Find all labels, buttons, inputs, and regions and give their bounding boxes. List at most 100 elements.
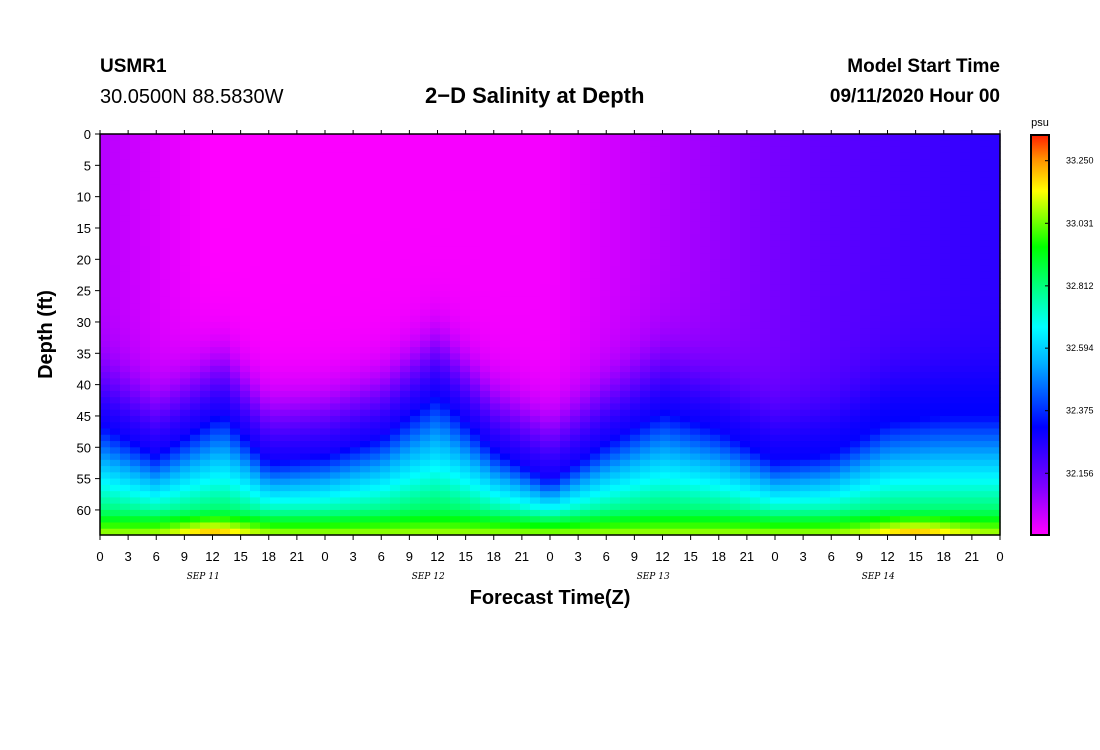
heatmap-cell [180,309,191,317]
heatmap-cell [350,134,361,141]
heatmap-cell [600,497,611,505]
heatmap-cell [780,246,791,254]
heatmap-cell [390,390,401,398]
heatmap-cell [150,184,161,191]
heatmap-cell [490,503,501,511]
heatmap-cell [320,359,331,367]
heatmap-cell [440,134,451,141]
heatmap-cell [400,284,411,292]
heatmap-cell [660,146,671,154]
heatmap-cell [720,265,731,273]
heatmap-cell [720,202,731,210]
heatmap-cell [750,415,761,423]
heatmap-cell [220,309,231,317]
heatmap-cell [740,459,751,467]
heatmap-cell [260,528,271,536]
heatmap-cell [710,196,721,204]
heatmap-cell [280,347,291,354]
heatmap-cell [210,271,221,279]
heatmap-cell [730,140,741,148]
heatmap-cell [590,271,601,279]
heatmap-cell [440,140,451,148]
heatmap-cell [180,328,191,336]
heatmap-cell [460,190,471,198]
heatmap-cell [530,516,541,524]
heatmap-cell [840,240,851,248]
heatmap-cell [780,177,791,185]
heatmap-cell [370,196,381,204]
heatmap-cell [200,209,211,217]
heatmap-cell [470,340,481,348]
heatmap-cell [820,240,831,248]
heatmap-cell [870,484,881,492]
heatmap-cell [390,240,401,248]
heatmap-cell [770,372,781,379]
heatmap-cell [780,503,791,511]
heatmap-cell [470,378,481,386]
heatmap-cell [860,441,871,448]
heatmap-cell [140,209,151,217]
heatmap-cell [100,177,111,185]
heatmap-cell [130,152,141,160]
heatmap-cell [310,303,321,311]
heatmap-cell [580,378,591,386]
heatmap-cell [620,271,631,279]
heatmap-cell [160,359,171,367]
heatmap-cell [510,221,521,229]
heatmap-cell [610,353,621,361]
heatmap-cell [520,497,531,505]
heatmap-cell [860,434,871,442]
heatmap-cell [710,491,721,499]
heatmap-cell [500,253,511,260]
heatmap-cell [530,491,541,499]
heatmap-cell [420,159,431,166]
heatmap-cell [460,415,471,423]
heatmap-cell [680,428,691,436]
heatmap-cell [580,303,591,311]
heatmap-cell [690,246,701,254]
heatmap-cell [390,171,401,179]
heatmap-cell [620,140,631,148]
heatmap-cell [520,459,531,467]
heatmap-cell [510,271,521,279]
heatmap-cell [150,353,161,361]
heatmap-cell [850,491,861,499]
heatmap-cell [810,509,821,517]
heatmap-cell [210,215,221,223]
heatmap-cell [450,152,461,160]
heatmap-cell [520,171,531,179]
heatmap-cell [540,234,551,242]
heatmap-cell [380,453,391,461]
heatmap-cell [730,434,741,442]
heatmap-cell [750,159,761,166]
heatmap-cell [790,152,801,160]
heatmap-cell [540,422,551,430]
heatmap-cell [520,190,531,198]
heatmap-cell [580,140,591,148]
heatmap-cell [300,159,311,166]
heatmap-cell [510,140,521,148]
heatmap-cell [540,378,551,386]
heatmap-cell [490,290,501,298]
heatmap-cell [150,503,161,511]
heatmap-cell [710,528,721,536]
heatmap-cell [710,378,721,386]
heatmap-cell [420,447,431,455]
heatmap-cell [860,290,871,298]
heatmap-cell [270,315,281,323]
heatmap-cell [380,296,391,304]
heatmap-cell [150,522,161,530]
heatmap-cell [510,278,521,285]
heatmap-cell [470,428,481,436]
heatmap-cell [820,484,831,492]
heatmap-cell [800,134,811,141]
heatmap-cell [760,334,771,342]
heatmap-cell [730,484,741,492]
heatmap-cell [100,447,111,455]
heatmap-cell [870,190,881,198]
heatmap-cell [160,347,171,354]
heatmap-cell [570,378,581,386]
heatmap-cell [350,253,361,260]
heatmap-cell [320,334,331,342]
